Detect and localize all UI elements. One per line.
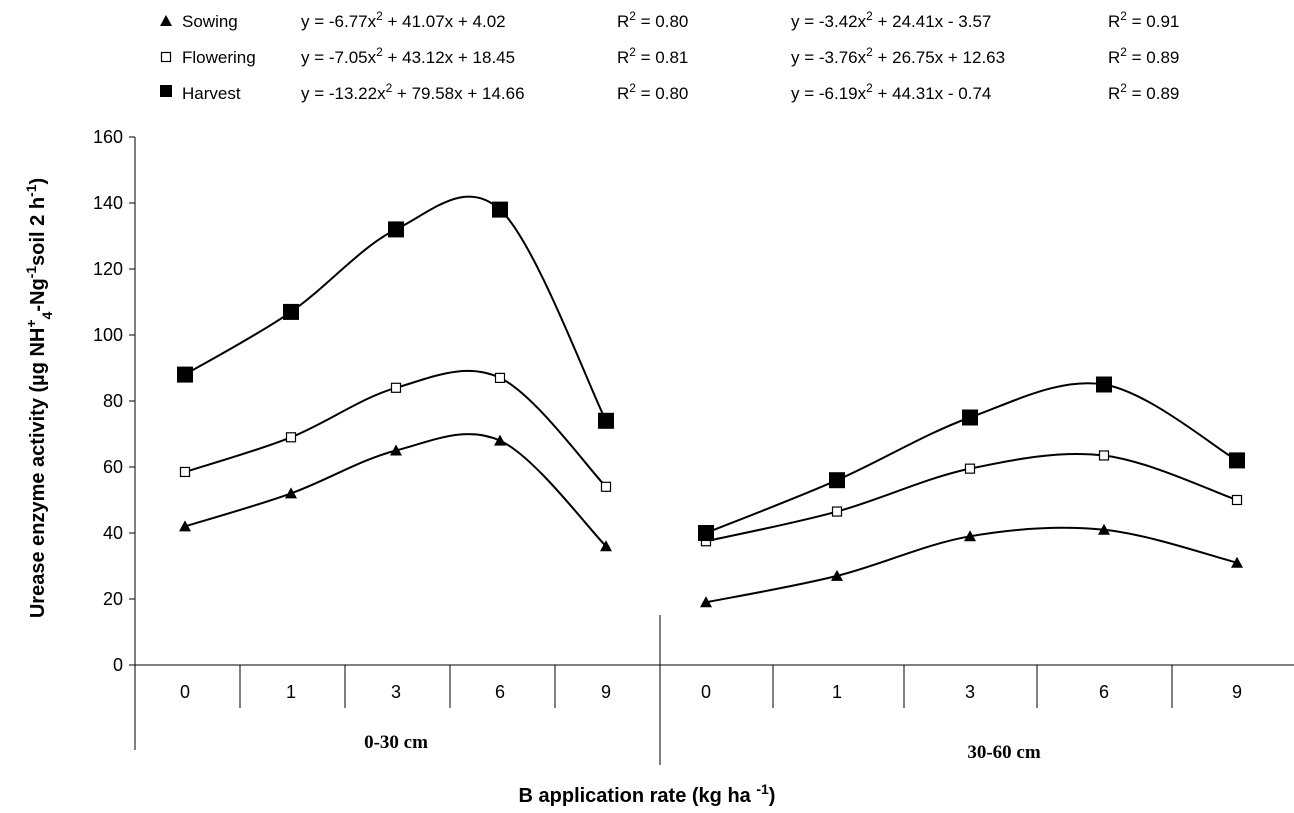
y-axis-label: Urease enzyme activity (µg NH+4-Ng-1soil… — [23, 178, 55, 618]
x-tick-label: 1 — [832, 682, 842, 702]
y-tick-label: 100 — [93, 325, 123, 345]
sowing-point — [1098, 523, 1110, 535]
harvest-point — [492, 201, 508, 218]
x-tick-label: 9 — [601, 682, 611, 702]
x-group-label: 0-30 cm — [364, 732, 428, 753]
x-tick-label: 3 — [965, 682, 975, 702]
x-tick-label: 6 — [1099, 682, 1109, 702]
sowing-point — [700, 596, 712, 608]
regression-equation: y = -3.76x2 + 26.75x + 12.63 — [791, 45, 1005, 67]
flowering-point — [1231, 494, 1243, 506]
harvest-point — [177, 366, 193, 383]
x-tick-label: 0 — [180, 682, 190, 702]
legend: Sowing y = -6.77x2 + 41.07x + 4.02 R2 = 0.… — [160, 9, 1179, 103]
harvest-point — [829, 472, 845, 489]
flowering-point — [179, 466, 191, 478]
flowering-point — [831, 506, 843, 517]
regression-equation: y = -7.05x2 + 43.12x + 18.45 — [301, 45, 515, 67]
r-squared: R2 = 0.81 — [617, 45, 688, 67]
flowering-point — [494, 372, 506, 383]
harvest-curve — [705, 382, 1238, 534]
legend-marker — [160, 15, 172, 26]
legend-entry: Flowering — [182, 48, 256, 67]
harvest-curve — [184, 195, 607, 422]
legend-entry: Harvest — [182, 84, 241, 103]
harvest-point — [698, 525, 714, 541]
x-axis-label: B application rate (kg ha -1) — [519, 781, 776, 807]
y-tick-label: 80 — [103, 391, 123, 411]
flowering-point — [285, 432, 297, 443]
x-tick-label: 3 — [391, 682, 401, 702]
harvest-point — [962, 409, 978, 426]
legend-marker — [160, 51, 172, 63]
legend-marker — [160, 85, 172, 97]
x-group-label: 30-60 cm — [967, 742, 1041, 763]
sowing-point — [831, 569, 843, 581]
y-tick-label: 40 — [103, 523, 123, 543]
r-squared: R2 = 0.80 — [617, 9, 688, 31]
y-tick-label: 120 — [93, 259, 123, 279]
regression-equation: y = -6.19x2 + 44.31x - 0.74 — [791, 81, 991, 103]
x-axis: 0 1 3 6 9 0-30 cm 0 1 3 6 9 30-60 cm — [134, 615, 1294, 765]
x-tick-label: 9 — [1232, 682, 1242, 702]
sowing-point — [285, 487, 297, 499]
legend-entry: Sowing — [182, 12, 238, 31]
harvest-point — [283, 303, 299, 320]
harvest-point — [598, 412, 614, 429]
y-axis: 0 20 40 60 80 100 120 140 160 — [93, 127, 136, 675]
harvest-point — [1096, 376, 1112, 393]
harvest-point — [1229, 452, 1245, 469]
x-tick-label: 6 — [495, 682, 505, 702]
sowing-point — [600, 540, 612, 552]
flowering-point — [600, 481, 612, 492]
sowing-point — [1231, 556, 1243, 568]
sowing-point — [390, 444, 402, 456]
r-squared: R2 = 0.89 — [1108, 45, 1179, 67]
regression-equation: y = -13.22x2 + 79.58x + 14.66 — [301, 81, 525, 103]
sowing-point — [494, 434, 506, 446]
sowing-point — [179, 520, 191, 532]
flowering-point — [1098, 450, 1110, 461]
y-tick-label: 0 — [113, 655, 123, 675]
x-tick-label: 0 — [701, 682, 711, 702]
y-tick-label: 20 — [103, 589, 123, 609]
r-squared: R2 = 0.89 — [1108, 81, 1179, 103]
flowering-point — [964, 463, 976, 474]
data-markers — [177, 201, 1245, 608]
y-tick-label: 140 — [93, 193, 123, 213]
harvest-point — [388, 221, 404, 238]
r-squared: R2 = 0.91 — [1108, 9, 1179, 31]
r-squared: R2 = 0.80 — [617, 81, 688, 103]
flowering-point — [390, 382, 402, 393]
regression-equation: y = -3.42x2 + 24.41x - 3.57 — [791, 9, 991, 31]
regression-equation: y = -6.77x2 + 41.07x + 4.02 — [301, 9, 506, 31]
sowing-point — [964, 530, 976, 542]
x-tick-label: 1 — [286, 682, 296, 702]
y-tick-label: 60 — [103, 457, 123, 477]
y-tick-label: 160 — [93, 127, 123, 147]
